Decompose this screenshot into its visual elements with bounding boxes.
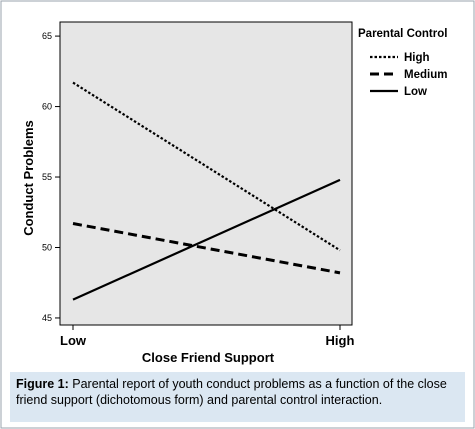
- y-tick-label: 55: [42, 172, 52, 182]
- x-tick-label: Low: [60, 333, 87, 348]
- legend: Parental Control High Medium Low: [358, 28, 447, 98]
- plot-area: [59, 21, 353, 326]
- x-axis: Low High: [60, 325, 354, 348]
- caption-text: Parental report of youth conduct problem…: [16, 377, 447, 407]
- legend-label-high: High: [404, 52, 430, 64]
- y-tick-label: 60: [42, 102, 52, 112]
- x-tick-label: High: [326, 333, 355, 348]
- series-line-high: [72, 81, 341, 252]
- legend-label-low: Low: [404, 86, 427, 98]
- series-line-low: [72, 178, 341, 301]
- y-tick-label: 45: [42, 313, 52, 323]
- series-line-medium: [72, 222, 341, 275]
- figure-caption: Figure 1: Parental report of youth condu…: [10, 372, 465, 422]
- y-axis-label: Conduct Problems: [21, 120, 36, 236]
- legend-label-medium: Medium: [404, 69, 447, 81]
- caption-label: Figure 1:: [16, 377, 69, 391]
- y-tick-label: 65: [42, 31, 52, 41]
- series-lines: [72, 81, 341, 301]
- y-tick-label: 50: [42, 242, 52, 252]
- x-axis-label: Close Friend Support: [142, 350, 275, 365]
- legend-title: Parental Control: [358, 28, 447, 40]
- y-axis: 45 50 55 60 65: [42, 31, 60, 323]
